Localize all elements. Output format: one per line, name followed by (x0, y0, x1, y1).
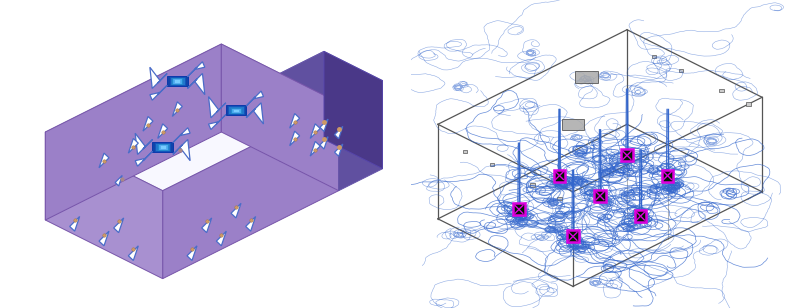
Polygon shape (143, 116, 153, 131)
Polygon shape (170, 77, 185, 85)
Polygon shape (280, 51, 382, 103)
Polygon shape (226, 105, 246, 116)
Polygon shape (162, 103, 338, 279)
Polygon shape (159, 145, 166, 148)
Polygon shape (135, 133, 153, 155)
Polygon shape (173, 128, 190, 143)
Polygon shape (209, 96, 226, 118)
Polygon shape (187, 62, 205, 77)
Polygon shape (320, 137, 328, 149)
Bar (594, 190, 606, 202)
Polygon shape (174, 79, 181, 83)
Bar (719, 89, 724, 92)
Polygon shape (338, 81, 382, 191)
Polygon shape (173, 140, 190, 161)
Polygon shape (233, 109, 239, 112)
Polygon shape (46, 132, 162, 279)
Polygon shape (99, 153, 109, 168)
Polygon shape (310, 124, 320, 139)
Polygon shape (135, 151, 153, 166)
Polygon shape (231, 203, 241, 218)
Bar (634, 210, 646, 222)
Bar (621, 149, 633, 161)
Polygon shape (209, 115, 226, 130)
Polygon shape (187, 246, 197, 261)
Polygon shape (222, 44, 338, 191)
Polygon shape (202, 218, 212, 233)
Polygon shape (575, 71, 598, 83)
Bar (567, 230, 579, 242)
Polygon shape (246, 103, 263, 124)
Polygon shape (310, 141, 320, 156)
Polygon shape (334, 126, 342, 139)
Bar (530, 184, 534, 187)
Polygon shape (152, 142, 173, 152)
Polygon shape (562, 119, 584, 130)
Bar (746, 102, 750, 106)
Polygon shape (172, 102, 182, 116)
Polygon shape (99, 231, 109, 246)
Bar (462, 150, 467, 153)
Polygon shape (46, 44, 222, 220)
Polygon shape (246, 217, 256, 231)
Bar (490, 163, 494, 166)
Polygon shape (290, 114, 300, 128)
Bar (652, 55, 656, 58)
Polygon shape (114, 218, 124, 233)
Bar (554, 170, 566, 181)
Bar (558, 197, 562, 200)
Polygon shape (172, 79, 182, 83)
Polygon shape (128, 246, 138, 261)
Polygon shape (158, 124, 168, 139)
Bar (513, 204, 525, 215)
Polygon shape (290, 131, 300, 146)
Polygon shape (158, 144, 168, 149)
Polygon shape (231, 108, 241, 113)
Polygon shape (320, 119, 328, 132)
Polygon shape (246, 91, 263, 106)
Polygon shape (280, 51, 324, 161)
Polygon shape (167, 76, 188, 86)
Polygon shape (228, 107, 244, 114)
Polygon shape (150, 67, 167, 88)
Polygon shape (46, 44, 338, 191)
Polygon shape (128, 139, 138, 153)
Bar (679, 69, 683, 72)
Polygon shape (155, 143, 170, 151)
Polygon shape (324, 51, 382, 169)
Polygon shape (115, 176, 122, 186)
Polygon shape (70, 217, 80, 231)
Polygon shape (334, 144, 342, 156)
Bar (662, 170, 674, 181)
Polygon shape (187, 73, 205, 95)
Polygon shape (150, 85, 167, 100)
Polygon shape (216, 231, 226, 246)
